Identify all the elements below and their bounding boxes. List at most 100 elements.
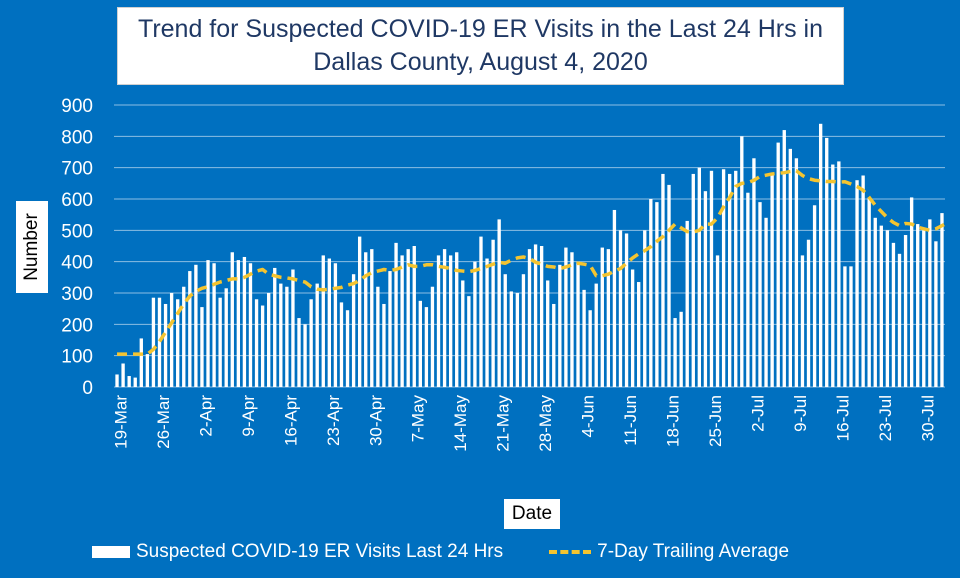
bar [188, 271, 192, 387]
bar [746, 192, 750, 387]
bar [224, 288, 228, 387]
y-axis-ticks: 0 100 200 300 400 500 600 700 800 900 [61, 96, 93, 399]
bar [618, 230, 623, 387]
bar [533, 244, 538, 387]
x-tick-label: 11-Jun [621, 395, 640, 446]
x-tick-label: 30-Apr [366, 395, 385, 446]
bar [721, 169, 726, 387]
chart-title-line2: Dallas County, August 4, 2020 [313, 48, 648, 76]
bar [491, 239, 495, 387]
bar [855, 180, 859, 387]
legend-bar-swatch [92, 546, 130, 558]
bar [430, 286, 435, 387]
bar [200, 307, 204, 387]
bar [539, 246, 544, 387]
bar [133, 377, 137, 387]
bar [230, 252, 234, 387]
bar [442, 249, 447, 387]
bar [788, 148, 792, 387]
bar [448, 255, 453, 387]
bar [139, 338, 143, 387]
bar [806, 239, 811, 387]
bar [794, 158, 799, 387]
bar [679, 311, 683, 387]
x-tick-label: 18-Jun [663, 395, 682, 447]
bar [891, 242, 896, 387]
bar [212, 263, 216, 387]
bar [509, 291, 513, 387]
x-tick-label: 2-Jul [748, 395, 767, 432]
bar [479, 236, 483, 387]
bar [897, 253, 902, 387]
x-tick-label: 9-Jul [791, 395, 810, 432]
bar [248, 263, 253, 387]
bar [558, 264, 562, 387]
bar [321, 255, 325, 387]
bar [327, 258, 331, 387]
bar [267, 293, 271, 387]
bar [564, 247, 568, 387]
bar [812, 205, 817, 387]
bar [916, 224, 920, 387]
bar [345, 310, 350, 387]
bar [333, 263, 338, 387]
bar [406, 249, 410, 387]
bar [285, 286, 289, 387]
x-tick-label: 23-Apr [324, 395, 343, 446]
x-tick-label: 14-May [451, 395, 470, 452]
bar [412, 246, 416, 387]
y-tick-label: 500 [61, 221, 93, 242]
bar [121, 363, 125, 387]
bar [394, 242, 398, 387]
bar [909, 197, 914, 387]
bar [764, 217, 768, 387]
bar [685, 220, 689, 387]
bar [843, 266, 847, 387]
x-tick-label: 25-Jun [706, 395, 725, 447]
bar [655, 202, 659, 387]
legend-item-line: 7-Day Trailing Average [549, 541, 789, 563]
bar [467, 296, 471, 387]
y-tick-label: 600 [61, 190, 93, 211]
bar [867, 197, 871, 387]
bar [576, 261, 580, 387]
bar [473, 261, 477, 387]
bar [697, 167, 702, 387]
legend-line-label: 7-Day Trailing Average [597, 541, 790, 562]
bar [145, 354, 150, 387]
x-tick-label: 28-May [536, 395, 555, 452]
bar [242, 256, 247, 387]
bar [157, 297, 162, 387]
bar [594, 283, 598, 387]
bar [182, 286, 186, 387]
x-tick-label: 19-Mar [112, 395, 131, 449]
bar [885, 230, 890, 387]
y-tick-label: 300 [61, 284, 93, 305]
bar [922, 230, 926, 387]
bar [637, 282, 641, 387]
bar [163, 303, 168, 387]
y-tick-label: 400 [61, 253, 93, 274]
bar [673, 318, 677, 387]
x-tick-label: 16-Jul [833, 395, 852, 441]
bar [176, 299, 180, 387]
bar [831, 164, 835, 387]
bar [424, 307, 429, 387]
bar [709, 170, 714, 387]
bar [643, 230, 647, 387]
bar [691, 173, 695, 387]
bar [758, 202, 762, 387]
bar [546, 280, 550, 387]
bar [818, 123, 823, 388]
bar [873, 217, 877, 387]
bar [115, 374, 119, 387]
bar [782, 130, 786, 387]
bar [376, 286, 380, 387]
bar [800, 255, 805, 387]
bar [254, 299, 259, 387]
x-tick-label: 23-Jul [876, 395, 895, 441]
bar [370, 249, 374, 387]
bar [194, 264, 198, 387]
bar [127, 376, 131, 387]
